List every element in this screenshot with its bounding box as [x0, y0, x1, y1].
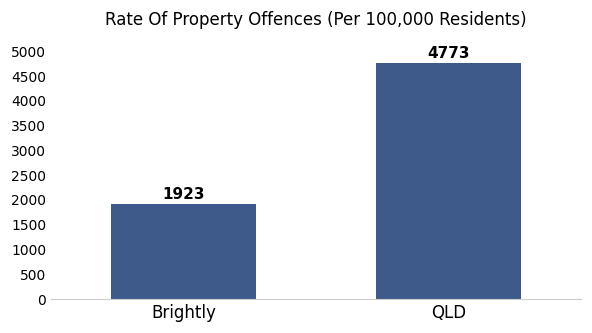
Title: Rate Of Property Offences (Per 100,000 Residents): Rate Of Property Offences (Per 100,000 R… — [105, 11, 527, 29]
Text: 1923: 1923 — [162, 187, 205, 202]
Text: 4773: 4773 — [427, 46, 469, 61]
Bar — [375, 63, 522, 299]
Bar — [111, 204, 256, 299]
